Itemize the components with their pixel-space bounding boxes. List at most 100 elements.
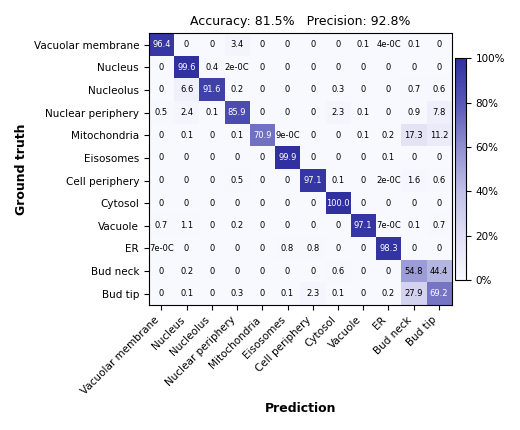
Text: 97.1: 97.1 [304,176,322,185]
Text: 0: 0 [335,221,341,230]
Text: 70.9: 70.9 [253,131,271,140]
Text: 0: 0 [285,221,290,230]
Text: 0: 0 [386,63,391,72]
Text: 0: 0 [386,267,391,276]
Text: 0: 0 [386,199,391,208]
Text: 0: 0 [310,40,316,49]
Text: 0.6: 0.6 [432,176,446,185]
Text: 98.3: 98.3 [379,244,398,253]
Text: 0.1: 0.1 [382,154,395,163]
Text: 0: 0 [360,63,366,72]
Text: 0: 0 [310,199,316,208]
Text: 0: 0 [209,131,214,140]
Text: 0: 0 [310,267,316,276]
Text: 0: 0 [209,199,214,208]
Text: 0: 0 [285,108,290,117]
Text: 97.1: 97.1 [354,221,372,230]
Text: 0: 0 [411,244,417,253]
Text: 0.3: 0.3 [230,289,244,298]
Text: 1.1: 1.1 [180,221,193,230]
Text: 0: 0 [209,244,214,253]
Text: 0: 0 [436,40,441,49]
Text: 17.3: 17.3 [405,131,423,140]
Y-axis label: Ground truth: Ground truth [15,123,28,215]
Text: 0: 0 [209,221,214,230]
Text: 0: 0 [159,267,164,276]
Text: 27.9: 27.9 [405,289,423,298]
Text: 0: 0 [159,199,164,208]
Text: 0: 0 [436,63,441,72]
Text: 0: 0 [259,63,265,72]
Text: 0: 0 [209,267,214,276]
Text: 0: 0 [259,289,265,298]
Text: 0: 0 [360,176,366,185]
Text: 0: 0 [360,244,366,253]
Text: 0.2: 0.2 [230,86,244,95]
Text: 0: 0 [335,154,341,163]
Text: 2.4: 2.4 [180,108,193,117]
Text: 0: 0 [335,244,341,253]
Text: 0: 0 [285,267,290,276]
Text: 0: 0 [411,154,417,163]
Text: 0: 0 [259,244,265,253]
Text: 0: 0 [235,199,240,208]
Text: 0.2: 0.2 [382,289,395,298]
Text: 0: 0 [259,154,265,163]
Text: 11.2: 11.2 [430,131,448,140]
Text: 2.3: 2.3 [331,108,345,117]
Text: 0: 0 [159,289,164,298]
Text: 0.1: 0.1 [180,131,193,140]
Text: 0: 0 [310,63,316,72]
Text: 0.8: 0.8 [306,244,319,253]
Text: 0.1: 0.1 [357,40,370,49]
Text: 0: 0 [159,86,164,95]
Text: 0.5: 0.5 [230,176,244,185]
Text: 0: 0 [209,289,214,298]
Text: 0.5: 0.5 [155,108,168,117]
Text: 0: 0 [259,199,265,208]
Text: 2e-0C: 2e-0C [225,63,250,72]
Text: 0.1: 0.1 [331,289,345,298]
Text: 4e-0C: 4e-0C [376,40,401,49]
Text: 0: 0 [259,176,265,185]
Text: 100.0: 100.0 [326,199,350,208]
Text: 0.9: 0.9 [407,108,420,117]
Text: 0: 0 [285,40,290,49]
Text: 1.6: 1.6 [407,176,420,185]
Text: 0: 0 [184,244,189,253]
Text: 0: 0 [159,154,164,163]
Text: 0.6: 0.6 [331,267,345,276]
Text: 0: 0 [285,176,290,185]
Text: 0: 0 [411,199,417,208]
Text: 0.8: 0.8 [281,244,294,253]
Text: 0: 0 [184,40,189,49]
Text: 0: 0 [360,199,366,208]
Text: 0: 0 [310,108,316,117]
Text: 44.4: 44.4 [430,267,448,276]
Text: 0.1: 0.1 [407,40,420,49]
Text: 0: 0 [259,221,265,230]
Text: 54.8: 54.8 [405,267,423,276]
Text: 0: 0 [335,63,341,72]
Text: 0: 0 [360,86,366,95]
Text: 0.3: 0.3 [331,86,345,95]
Text: 2.3: 2.3 [306,289,319,298]
Text: 0: 0 [235,267,240,276]
Text: 0: 0 [310,131,316,140]
Text: 0: 0 [209,40,214,49]
Text: 0: 0 [184,199,189,208]
Text: 0: 0 [259,40,265,49]
Text: 3.4: 3.4 [230,40,244,49]
Text: 0: 0 [335,40,341,49]
Text: 9e-0C: 9e-0C [275,131,300,140]
Text: 0.1: 0.1 [331,176,345,185]
Text: 0.2: 0.2 [382,131,395,140]
Text: 2e-0C: 2e-0C [376,176,401,185]
Text: 0: 0 [386,86,391,95]
Text: 0.1: 0.1 [357,131,370,140]
Text: 0: 0 [259,86,265,95]
Text: 0: 0 [436,199,441,208]
Text: 0.1: 0.1 [205,108,218,117]
Text: 0.4: 0.4 [205,63,218,72]
Text: 0: 0 [209,176,214,185]
